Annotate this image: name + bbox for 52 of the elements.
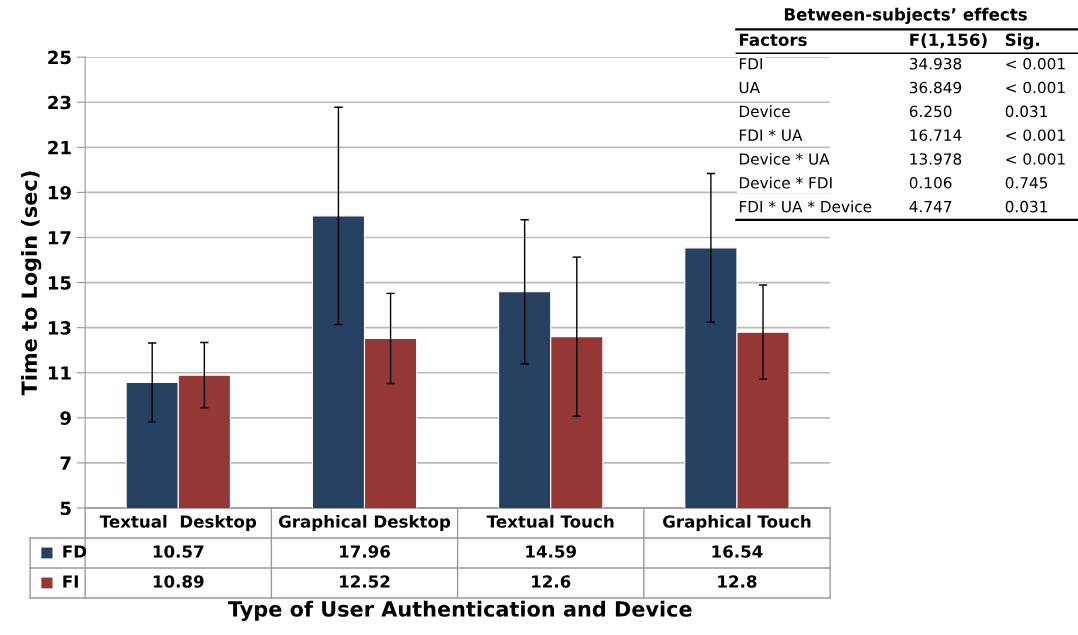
text: 34.938 [909, 57, 962, 70]
text: 0.031 [1005, 200, 1048, 213]
data-label: 10.57 [153, 545, 204, 558]
text: 0.031 [1005, 105, 1048, 118]
legend-label: FI [63, 575, 78, 588]
text: 0.106 [909, 177, 952, 189]
y-tick-label: 21 [48, 140, 71, 155]
x-tick-label: Textual Touch [486, 514, 614, 528]
text: 4.747 [909, 201, 952, 213]
annotation: Device [739, 105, 790, 118]
data-label: 12.52 [340, 575, 390, 588]
text: Between-subjects’ effects [784, 7, 1027, 25]
y-axis-title: Time to Login (sec) [20, 171, 42, 396]
data-label: 12.6 [532, 575, 571, 588]
text: 36.849 [909, 81, 962, 94]
y-tick-label: 17 [48, 231, 71, 245]
y-tick-label: 9 [60, 411, 71, 425]
text: < 0.001 [1006, 129, 1065, 141]
annotation: Device * FDI [739, 176, 832, 189]
text: Sig. [1005, 33, 1039, 50]
text: Factors [739, 33, 807, 47]
data-label: 16.54 [712, 545, 763, 558]
text: F(1,156) [910, 33, 987, 49]
x-tick-label: Graphical Touch [663, 514, 811, 532]
y-tick-label: 15 [48, 276, 71, 290]
text: 6.250 [909, 105, 952, 118]
text: 13.978 [910, 153, 962, 165]
data-label: 14.59 [526, 545, 577, 558]
text: < 0.001 [1006, 57, 1065, 70]
text: < 0.001 [1006, 153, 1065, 165]
y-tick-label: 13 [48, 321, 71, 335]
data-label: 17.96 [340, 545, 390, 558]
text: < 0.001 [1006, 81, 1065, 94]
annotation: FDI * UA * Device [739, 200, 872, 213]
text: 0.745 [1005, 177, 1048, 189]
x-axis-title: Type of User Authentication and Device [228, 600, 692, 622]
text: 16.714 [910, 129, 962, 141]
x-tick-label: Graphical Desktop [278, 514, 451, 532]
y-tick-label: 19 [48, 185, 71, 200]
y-tick-label: 25 [48, 50, 71, 65]
y-tick-label: 11 [48, 366, 71, 380]
data-label: 10.89 [153, 575, 204, 588]
annotation: FDI * UA [739, 129, 803, 141]
annotation: FDI [739, 58, 762, 70]
legend-label: FD [63, 545, 87, 558]
data-label: 12.8 [718, 575, 757, 588]
y-tick-label: 23 [48, 95, 71, 110]
y-tick-label: 5 [60, 501, 71, 516]
annotation: Device * UA [739, 152, 830, 165]
y-tick-label: 7 [60, 456, 71, 470]
x-tick-label: Textual Desktop [99, 514, 257, 532]
annotation: UA [739, 81, 760, 94]
